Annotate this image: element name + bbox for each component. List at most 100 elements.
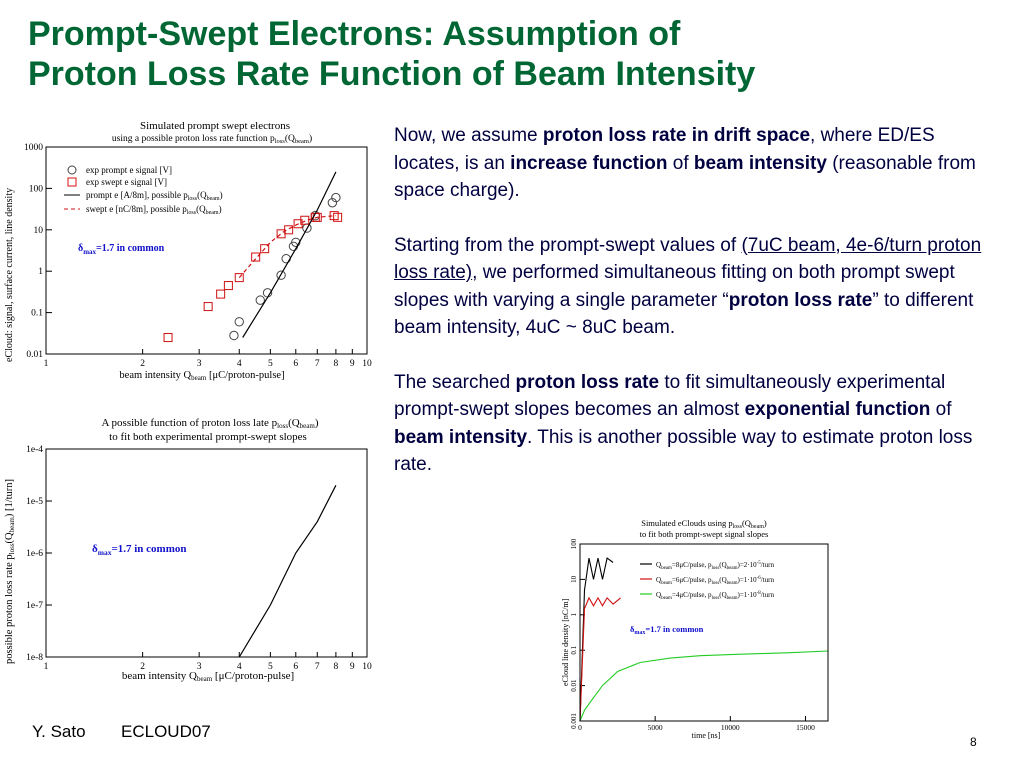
footer-author: Y. Sato — [32, 722, 86, 741]
plot-1-x-tick-label: 10 — [362, 359, 372, 369]
plot-2-x-tick-label: 10 — [362, 662, 372, 672]
plot-2-x-tick-label: 4 — [237, 662, 242, 672]
plot-1-x-tick-label: 2 — [140, 359, 145, 369]
plot-3-x-tick-label: 0 — [578, 723, 582, 732]
p1-bold-proton-loss-rate: proton loss rate in drift space — [542, 125, 811, 146]
p2-text-a: Starting from the prompt-swept values of — [394, 234, 742, 256]
plot-2-x-tick-label: 2 — [140, 662, 145, 672]
plot-2-frame — [45, 448, 368, 658]
plot-1-prompt-point — [234, 317, 244, 327]
plot-3-x-axis-label: time [ns] — [692, 731, 721, 740]
plot-2-y-tick-label: 1e-6 — [26, 549, 43, 559]
p1-bold-increase-function: increase function — [510, 152, 668, 174]
plot-simulated-eclouds: Simulated eClouds using ploss(Qbeam) to … — [558, 516, 831, 741]
plot-2-x-tick-label: 3 — [197, 662, 202, 672]
plot-1-swept-point — [333, 212, 343, 222]
plot-3-legend-entry: Qbeam=6μC/pulse, ploss(Qbeam)=1·10-6/tur… — [656, 576, 775, 586]
plot-3-y-tick-label: 10 — [570, 575, 578, 583]
plot-1-x-tick-label: 6 — [293, 359, 298, 369]
p1-text-g: (reasonable from space charge). — [394, 152, 976, 202]
plot-1-x-tick-label: 1 — [44, 359, 49, 369]
plot-1-x-tick-label: 7 — [315, 359, 320, 369]
plot-1-prompt-point — [281, 254, 291, 264]
plot-3-legend: Qbeam=8μC/pulse, ploss(Qbeam)=2·10-5/tur… — [640, 561, 775, 601]
plot-1-x-tick-label: 5 — [268, 359, 273, 369]
p3-text-a: The searched — [394, 371, 516, 393]
plot-1-swept-point — [284, 225, 294, 235]
plot-1-y-tick-label: 1 — [38, 267, 43, 277]
plot-3-series-8uC — [579, 557, 614, 722]
plot-3-y-tick-label: 0.1 — [570, 645, 578, 654]
plot-3-title-line-2: to fit both prompt-swept signal slopes — [640, 529, 769, 539]
plot-1-subtitle: using a possible proton loss rate functi… — [112, 133, 312, 145]
plot-1-title: Simulated prompt swept electrons — [140, 120, 290, 132]
legend-exp-swept: exp swept e signal [V] — [86, 177, 167, 187]
plot-3-y-tick-label: 1 — [570, 613, 578, 617]
plot-2-x-tick-label: 8 — [334, 662, 339, 672]
plot-3-series-4uC — [579, 650, 829, 722]
plot-2-x-axis-label: beam intensity Qbeam [μC/proton-pulse] — [122, 670, 294, 683]
p1-text-a: Now, we assume — [394, 125, 543, 146]
plot-3-x-tick-label: 15000 — [796, 723, 815, 732]
plot-2-loss-rate-line — [238, 485, 337, 658]
p3-bold-beam-intensity: beam intensity — [394, 426, 528, 448]
plot-3-x-tick-label: 10000 — [721, 723, 740, 732]
plot-1-y-tick-label: 0.1 — [31, 309, 43, 319]
plot-1-y-tick-label: 100 — [29, 184, 44, 194]
plot-1-frame — [45, 146, 368, 355]
plot-1-prompt-point — [276, 270, 286, 280]
plot-3-y-tick-label: 0.001 — [570, 713, 578, 729]
plot-3-series-6uC — [579, 596, 621, 722]
slide-title-line-1: Prompt-Swept Electrons: Assumption of — [28, 15, 681, 53]
plot-1-x-axis-label: beam intensity Qbeam [μC/proton-pulse] — [119, 370, 284, 382]
plot-2-annotation: δmax=1.7 in common — [92, 543, 187, 557]
plot-3-y-tick-label: 0.01 — [570, 679, 578, 692]
plot-3-x-tick-label: 5000 — [648, 723, 663, 732]
plot-1-swept-point — [234, 273, 244, 283]
plot-2-y-tick-label: 1e-4 — [26, 445, 43, 455]
p1-text-e: of — [667, 152, 694, 174]
plot-1-swept-point — [163, 333, 173, 343]
plot-2-x-tick-label: 7 — [315, 662, 320, 672]
plot-1-legend: exp prompt e signal [V] exp swept e sign… — [64, 165, 223, 216]
plot-1-prompt-point — [331, 192, 341, 203]
plot-3-svg: Simulated eClouds using ploss(Qbeam) to … — [561, 518, 829, 740]
paragraph-1: Now, we assume proton loss rate in drift… — [394, 122, 1004, 205]
p3-text-c: to fit simultaneously experimental promp… — [394, 371, 946, 421]
plot-1-swept-point — [216, 289, 226, 299]
plot-1-prompt-point — [327, 198, 338, 208]
plot-3-annotation: δmax=1.7 in common — [630, 624, 704, 636]
plot-1-swept-point — [223, 281, 233, 291]
plot-2-y-tick-label: 1e-7 — [26, 601, 43, 611]
slide-title-line-2: Proton Loss Rate Function of Beam Intens… — [28, 55, 756, 93]
plot-1-y-tick-label: 10 — [34, 226, 44, 236]
plot-3-title-line-1: Simulated eClouds using ploss(Qbeam) — [641, 518, 767, 530]
plot-1-prompt-point — [229, 330, 239, 341]
plot-2-y-tick-label: 1e-8 — [26, 653, 43, 663]
plot-proton-loss-rate: A possible function of proton loss late … — [0, 416, 375, 686]
plot-1-x-tick-label: 3 — [197, 359, 202, 369]
footer-event: ECLOUD07 — [121, 722, 211, 741]
p1-text-c: , where ED/ES locates, is an — [394, 125, 935, 174]
page-number: 8 — [970, 735, 977, 749]
plot-1-y-tick-label: 0.01 — [26, 350, 43, 360]
p3-text-g: . This is another possible way to estima… — [394, 426, 973, 476]
plot-1-prompt-line — [242, 171, 337, 338]
legend-prompt-line: prompt e [A/8m], possible ploss(Qbeam) — [86, 190, 223, 202]
legend-swept-line: swept e [nC/8m], possible ploss(Qbeam) — [86, 204, 222, 216]
plot-3-legend-entry: Qbeam=4μC/pulse, ploss(Qbeam)=1·10-8/tur… — [656, 591, 775, 601]
plot-2-y-tick-label: 1e-5 — [26, 497, 43, 507]
paragraph-2: Starting from the prompt-swept values of… — [394, 232, 1004, 342]
legend-square-marker — [67, 177, 77, 187]
plot-1-y-axis-label: eCloud: signal, surface current, line de… — [4, 188, 15, 362]
plot-3-legend-entry: Qbeam=8μC/pulse, ploss(Qbeam)=2·10-5/tur… — [656, 561, 775, 571]
p2-bold-proton-loss-rate: proton loss rate — [728, 289, 873, 311]
plot-1-swept-line — [238, 215, 336, 278]
plot-1-swept-point — [260, 244, 270, 254]
plot-2-y-axis-label: possible proton loss rate ploss(Qbeam) [… — [4, 479, 16, 664]
plot-1-swept-point — [251, 252, 261, 262]
p2-text-d: ” to different beam intensity, 4uC ~ 8uC… — [394, 289, 974, 339]
plot-1-x-tick-label: 8 — [334, 359, 339, 369]
p2-underlined-reference: (7uC beam, 4e-6/turn proton loss rate) — [394, 234, 982, 284]
plot-1-y-tick-label: 1000 — [24, 143, 43, 153]
